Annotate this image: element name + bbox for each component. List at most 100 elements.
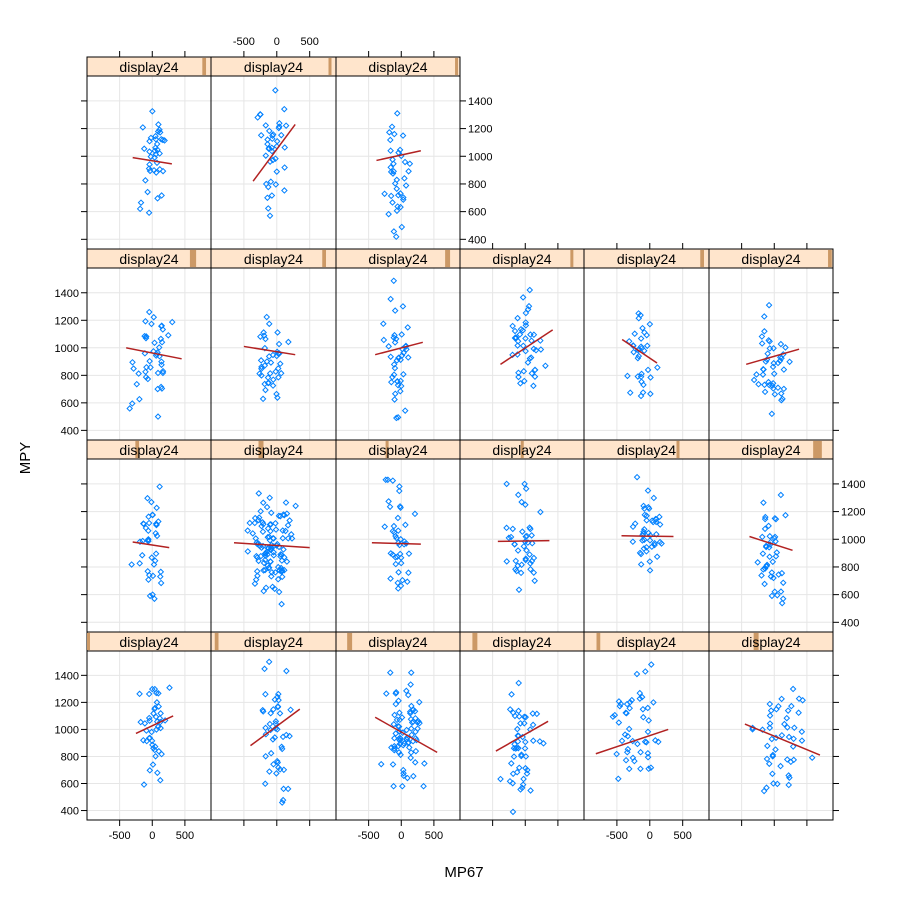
strip-shingle-range <box>520 441 524 458</box>
data-point <box>514 562 522 569</box>
data-point <box>267 509 275 517</box>
data-point <box>637 550 645 558</box>
data-point <box>761 525 769 533</box>
data-point <box>626 389 634 397</box>
data-point <box>276 766 284 773</box>
data-point <box>761 328 768 335</box>
data-point <box>537 346 545 353</box>
data-point <box>280 546 287 553</box>
data-point <box>391 339 399 346</box>
data-point <box>144 375 152 383</box>
panel-3-5: display24 <box>708 631 834 821</box>
data-point <box>381 190 388 198</box>
strip-label: display24 <box>741 634 800 650</box>
data-point <box>136 560 144 567</box>
data-point <box>277 131 285 139</box>
data-point <box>274 726 281 733</box>
data-point <box>284 785 292 793</box>
data-point <box>639 705 647 713</box>
regression-line <box>252 123 296 182</box>
data-point <box>799 696 806 704</box>
y-axis-title: MPY <box>17 442 34 475</box>
data-point <box>400 349 407 357</box>
data-point <box>624 372 631 380</box>
data-point <box>509 770 517 778</box>
data-point <box>262 752 269 760</box>
data-point <box>522 738 529 746</box>
data-point <box>646 320 654 328</box>
data-point <box>647 764 655 772</box>
data-point <box>387 164 395 171</box>
data-point <box>763 755 771 763</box>
x-tick-label: 0 <box>647 830 653 842</box>
data-point <box>251 580 259 587</box>
data-point <box>767 707 775 714</box>
data-point <box>395 697 402 705</box>
data-point <box>284 521 292 529</box>
data-point <box>156 483 163 490</box>
data-point <box>761 381 768 389</box>
data-point <box>388 378 395 386</box>
regression-line <box>250 708 301 747</box>
data-point <box>527 331 534 338</box>
data-point <box>146 767 154 774</box>
data-point <box>141 332 148 340</box>
panel-2-1: display24 <box>210 439 337 633</box>
data-point <box>405 550 413 557</box>
data-point <box>380 320 387 328</box>
strip-label: display24 <box>368 251 427 267</box>
data-point <box>396 709 403 717</box>
data-point <box>769 751 777 759</box>
panel-1-2: display24 <box>335 248 461 441</box>
data-point <box>635 314 643 322</box>
data-point <box>785 733 793 741</box>
data-point <box>269 382 277 389</box>
data-point <box>153 532 161 540</box>
data-point <box>404 739 412 747</box>
data-point <box>526 355 534 362</box>
data-point <box>152 550 160 558</box>
data-point <box>399 132 407 139</box>
data-point <box>157 135 165 143</box>
data-point <box>414 718 421 726</box>
data-point <box>635 352 643 360</box>
data-point <box>157 710 164 717</box>
data-point <box>531 373 539 380</box>
data-point <box>249 530 257 537</box>
data-point <box>155 690 162 697</box>
data-point <box>517 380 524 387</box>
data-point <box>270 552 278 559</box>
data-point <box>762 513 769 521</box>
data-point <box>755 380 762 388</box>
data-point <box>636 689 644 697</box>
data-point <box>278 745 286 753</box>
data-point <box>790 756 798 764</box>
data-point <box>407 754 415 762</box>
data-point <box>392 730 400 737</box>
data-point <box>404 578 411 586</box>
strip-shingle-range <box>455 58 459 75</box>
data-point <box>394 527 402 534</box>
data-point <box>773 549 781 556</box>
data-point <box>769 363 777 371</box>
data-point <box>778 396 785 404</box>
data-point <box>414 725 421 732</box>
data-point <box>277 551 284 558</box>
data-point <box>644 704 652 712</box>
data-point <box>391 390 399 398</box>
data-point <box>778 731 786 739</box>
data-point <box>156 573 164 580</box>
data-point <box>783 756 791 763</box>
panel-1-0: display24 <box>86 248 212 441</box>
data-point <box>645 503 652 511</box>
data-point <box>646 537 654 544</box>
x-tick-label: 0 <box>398 830 404 842</box>
data-point <box>385 210 392 218</box>
data-point <box>398 223 406 231</box>
regression-line <box>374 341 423 356</box>
data-point <box>411 759 419 766</box>
data-point <box>156 165 164 173</box>
data-point <box>808 754 816 761</box>
data-point <box>643 548 650 555</box>
data-point <box>397 559 405 567</box>
